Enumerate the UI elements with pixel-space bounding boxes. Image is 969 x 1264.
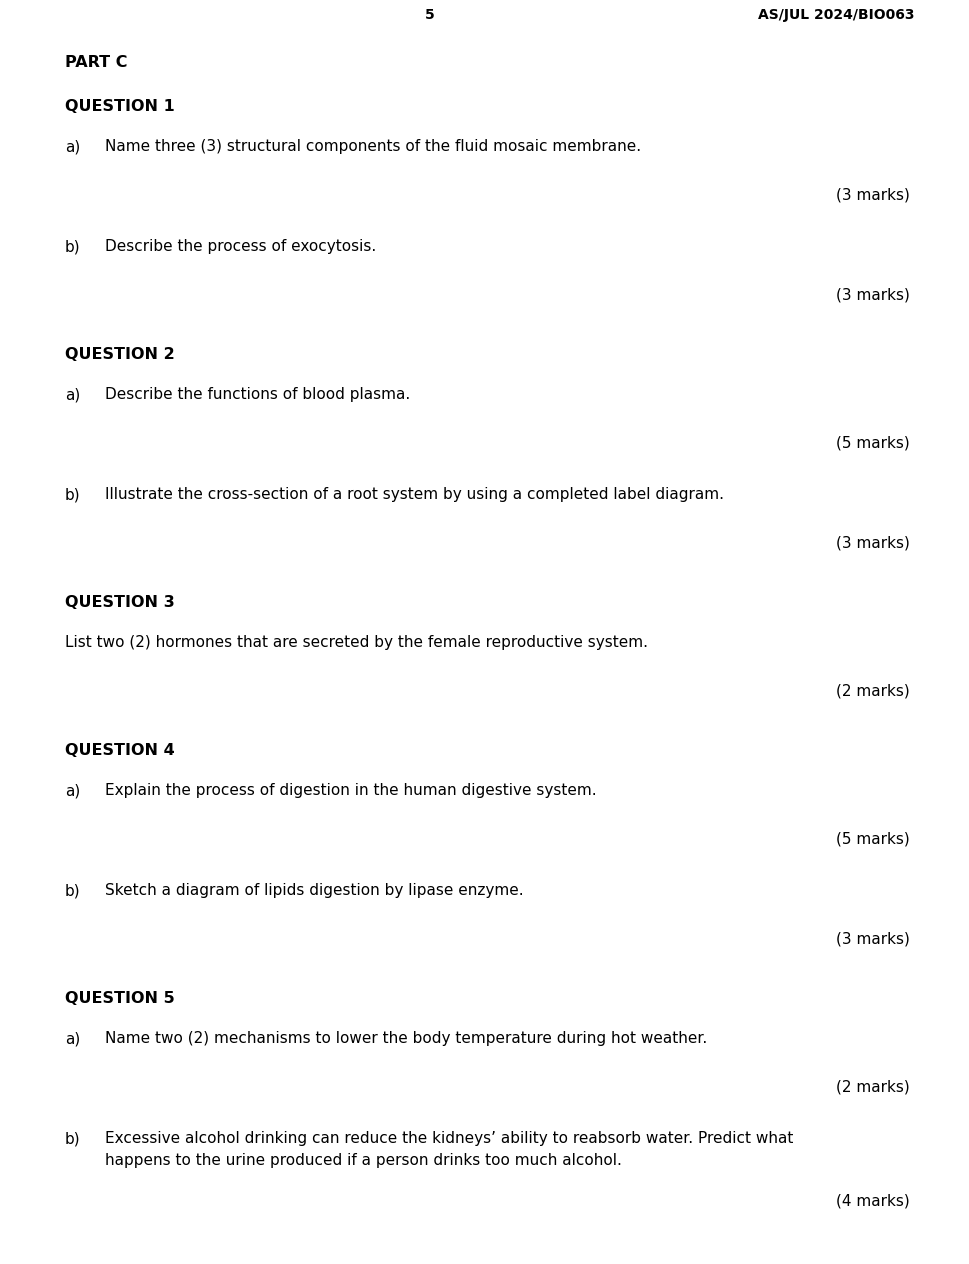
Text: (3 marks): (3 marks)	[836, 187, 910, 202]
Text: (4 marks): (4 marks)	[836, 1193, 910, 1208]
Text: Describe the functions of blood plasma.: Describe the functions of blood plasma.	[105, 387, 410, 402]
Text: Excessive alcohol drinking can reduce the kidneys’ ability to reabsorb water. Pr: Excessive alcohol drinking can reduce th…	[105, 1131, 794, 1146]
Text: Name two (2) mechanisms to lower the body temperature during hot weather.: Name two (2) mechanisms to lower the bod…	[105, 1031, 707, 1047]
Text: b): b)	[65, 1131, 80, 1146]
Text: Illustrate the cross-section of a root system by using a completed label diagram: Illustrate the cross-section of a root s…	[105, 487, 724, 502]
Text: Describe the process of exocytosis.: Describe the process of exocytosis.	[105, 239, 376, 254]
Text: Name three (3) structural components of the fluid mosaic membrane.: Name three (3) structural components of …	[105, 139, 641, 154]
Text: (5 marks): (5 marks)	[836, 435, 910, 450]
Text: happens to the urine produced if a person drinks too much alcohol.: happens to the urine produced if a perso…	[105, 1153, 622, 1168]
Text: QUESTION 5: QUESTION 5	[65, 991, 174, 1006]
Text: (3 marks): (3 marks)	[836, 287, 910, 302]
Text: (3 marks): (3 marks)	[836, 535, 910, 550]
Text: b): b)	[65, 884, 80, 897]
Text: a): a)	[65, 139, 80, 154]
Text: (2 marks): (2 marks)	[836, 683, 910, 698]
Text: QUESTION 1: QUESTION 1	[65, 99, 174, 114]
Text: a): a)	[65, 1031, 80, 1047]
Text: a): a)	[65, 782, 80, 798]
Text: a): a)	[65, 387, 80, 402]
Text: b): b)	[65, 487, 80, 502]
Text: b): b)	[65, 239, 80, 254]
Text: Explain the process of digestion in the human digestive system.: Explain the process of digestion in the …	[105, 782, 597, 798]
Text: AS/JUL 2024/BIO063: AS/JUL 2024/BIO063	[759, 8, 915, 21]
Text: QUESTION 3: QUESTION 3	[65, 595, 174, 611]
Text: PART C: PART C	[65, 56, 128, 70]
Text: Sketch a diagram of lipids digestion by lipase enzyme.: Sketch a diagram of lipids digestion by …	[105, 884, 523, 897]
Text: 5: 5	[425, 8, 435, 21]
Text: QUESTION 2: QUESTION 2	[65, 348, 174, 362]
Text: List two (2) hormones that are secreted by the female reproductive system.: List two (2) hormones that are secreted …	[65, 635, 648, 650]
Text: (2 marks): (2 marks)	[836, 1079, 910, 1095]
Text: QUESTION 4: QUESTION 4	[65, 743, 174, 758]
Text: (5 marks): (5 marks)	[836, 830, 910, 846]
Text: (3 marks): (3 marks)	[836, 932, 910, 945]
